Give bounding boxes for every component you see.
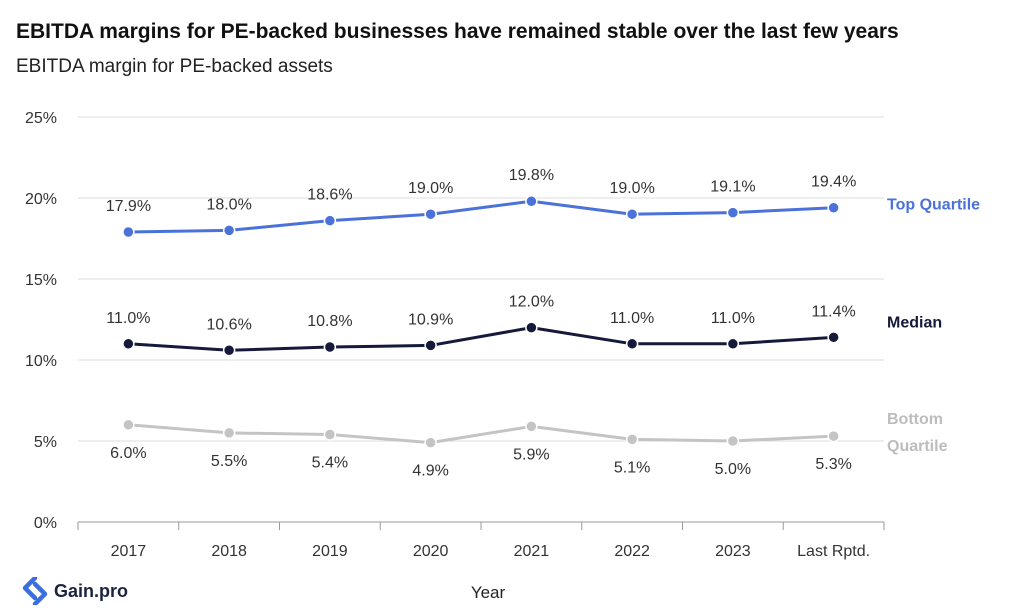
x-tick-label: 2019 [312,543,348,560]
x-tick-label: 2020 [413,543,449,560]
data-point [726,206,740,219]
x-tick-label: 2018 [211,543,247,560]
x-tick-label: 2023 [715,543,751,560]
data-point [827,331,840,344]
data-point [625,337,639,351]
data-point [323,214,337,227]
data-label: 10.8% [307,313,352,330]
x-tick-label: Last Rptd. [797,543,870,560]
brand-logo: Gain.pro [22,577,128,605]
data-label: 5.9% [513,446,549,463]
data-point [424,207,437,221]
data-label: 19.0% [609,180,654,197]
data-label: 5.3% [815,456,851,473]
data-label: 19.0% [408,180,453,197]
data-point [424,436,437,449]
y-tick-label: 15% [25,272,57,289]
y-tick-label: 10% [25,353,57,370]
series-label-median: Median [887,314,942,331]
data-label: 11.0% [711,310,755,327]
data-label: 12.0% [509,294,554,311]
data-point [625,207,639,221]
data-label: 11.0% [610,310,654,327]
data-point [122,337,135,351]
data-label: 10.6% [206,316,251,333]
data-label: 5.1% [614,459,650,476]
x-tick-label: 2017 [111,543,147,560]
series-line [128,326,834,352]
data-label: 18.0% [206,196,251,213]
data-point [726,434,740,448]
x-tick-label: 2021 [514,543,550,560]
data-label: 11.0% [106,310,150,327]
data-label: 19.8% [509,167,554,184]
y-tick-label: 25% [25,110,57,127]
data-label: 19.4% [811,174,856,191]
chart-title: EBITDA margins for PE-backed businesses … [16,20,899,43]
data-point [122,225,135,239]
data-point [827,201,840,214]
data-point [323,340,337,354]
data-point [323,428,337,441]
x-axis-label: Year [471,583,506,602]
data-label: 18.6% [307,187,352,204]
data-label: 11.4% [812,303,856,320]
x-tick-label: 2022 [614,543,650,560]
series-line [128,423,834,445]
data-point [625,433,639,446]
series-label-bottom-quartile: Bottom Quartile [887,411,948,455]
data-label: 19.1% [710,179,755,196]
y-tick-label: 0% [34,515,57,532]
series-line [128,199,834,234]
data-point [726,337,740,351]
gain-pro-icon [22,577,48,605]
data-label: 17.9% [106,198,151,215]
chart-subtitle: EBITDA margin for PE-backed assets [16,56,333,77]
data-point [122,418,135,432]
data-label: 4.9% [412,463,448,480]
data-label: 5.0% [715,461,751,478]
data-label: 6.0% [110,445,146,462]
data-point [525,420,538,433]
data-label: 5.5% [211,453,247,470]
y-tick-label: 20% [25,191,57,208]
brand-name: Gain.pro [54,580,129,601]
data-point [424,339,437,352]
y-tick-label: 5% [34,434,57,451]
data-label: 5.4% [312,455,348,472]
data-point [525,194,538,208]
data-label: 10.9% [408,311,453,328]
series-label-top-quartile: Top Quartile [887,197,980,214]
data-point [222,344,236,357]
data-point [525,321,538,334]
data-point [827,429,840,443]
data-point [222,224,236,237]
data-point [222,426,236,440]
